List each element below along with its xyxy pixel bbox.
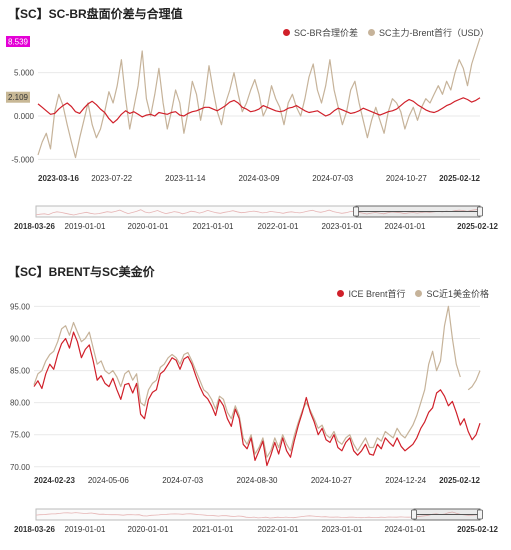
legend-prices: ICE Brent首行 SC近1美金价格 — [337, 287, 489, 300]
navigator-label: 2023-01-01 — [322, 525, 363, 534]
x-tick-label: 2024-08-30 — [237, 476, 278, 485]
chart-title-spread: 【SC】SC-BR盘面价差与合理值 — [8, 7, 183, 21]
navigator-label: 2025-02-12 — [457, 525, 498, 534]
red-last-label: 2.109 — [8, 93, 29, 102]
legend-label-brent: ICE Brent首行 — [348, 289, 406, 299]
series-line — [33, 331, 481, 467]
legend-item-sc-brent[interactable]: SC主力-Brent首行（USD） — [367, 26, 489, 39]
navigator-label: 2018-03-26 — [14, 222, 55, 231]
x-tick-label: 2025-02-12 — [439, 476, 480, 485]
legend-dot-tan — [367, 29, 375, 36]
x-tick-label: 2023-11-14 — [165, 174, 206, 183]
x-tick-label: 2023-07-22 — [91, 174, 132, 183]
navigator-label: 2019-01-01 — [65, 525, 106, 534]
series-line — [37, 97, 481, 124]
navigator-label: 2019-01-01 — [65, 222, 106, 231]
y-tick-label: 75.00 — [10, 431, 31, 440]
navigator-label: 2021-01-01 — [193, 525, 234, 534]
navigator-label: 2024-01-01 — [385, 222, 426, 231]
chart-title-prices: 【SC】BRENT与SC美金价 — [8, 265, 155, 279]
navigator-label: 2020-01-01 — [128, 525, 169, 534]
navigator-line — [35, 208, 481, 216]
navigator-label: 2025-02-12 — [457, 222, 498, 231]
x-tick-label: 2024-03-09 — [239, 174, 280, 183]
chart-plot-spread[interactable]: -5.000 0.000 5.000 2023-03-16 2023-07-22 2023… — [0, 0, 511, 245]
x-tick-label: 2024-07-03 — [312, 174, 353, 183]
y-tick-label: -5.000 — [11, 155, 34, 164]
navigator-handle[interactable] — [477, 509, 483, 520]
y-tick-label: 5.000 — [14, 69, 35, 78]
navigator-label: 2022-01-01 — [258, 525, 299, 534]
x-tick-label: 2024-10-27 — [311, 476, 352, 485]
navigator-handle[interactable] — [353, 206, 359, 217]
last-value-badge — [6, 35, 30, 47]
y-tick-label: 0.000 — [14, 112, 35, 121]
navigator-label: 2024-01-01 — [385, 525, 426, 534]
y-tick-label: 95.00 — [10, 302, 31, 311]
x-tick-label: 2024-10-27 — [386, 174, 427, 183]
navigator-label: 2023-01-01 — [322, 222, 363, 231]
x-tick-label: 2024-02-23 — [34, 476, 75, 485]
legend-item-sc[interactable]: SC近1美金价格 — [415, 287, 489, 300]
legend-item-brent[interactable]: ICE Brent首行 — [337, 287, 405, 300]
x-tick-label: 2025-02-12 — [439, 174, 480, 183]
last-value-label: 8.539 — [8, 37, 29, 46]
y-tick-label: 80.00 — [10, 399, 31, 408]
legend-label-sc-brent: SC主力-Brent首行（USD） — [378, 28, 489, 38]
navigator-handle[interactable] — [411, 509, 417, 520]
navigator-label: 2018-03-26 — [14, 525, 55, 534]
legend-label-sc: SC近1美金价格 — [426, 289, 489, 299]
x-tick-label: 2023-03-16 — [38, 174, 79, 183]
chart-panel-prices: 【SC】BRENT与SC美金价 ICE Brent首行 SC近1美金价格 70.… — [0, 258, 511, 550]
navigator-handle[interactable] — [477, 206, 483, 217]
legend-item-fair-spread[interactable]: SC-BR合理价差 — [282, 26, 358, 39]
navigator-label: 2022-01-01 — [258, 222, 299, 231]
legend-dot-tan — [415, 290, 423, 297]
series-line — [37, 37, 481, 159]
navigator-label: 2021-01-01 — [193, 222, 234, 231]
y-tick-label: 85.00 — [10, 367, 31, 376]
chart-panel-spread: 【SC】SC-BR盘面价差与合理值 SC-BR合理价差 SC主力-Brent首行… — [0, 0, 511, 245]
red-last-badge — [6, 91, 30, 103]
navigator-line — [35, 511, 481, 519]
y-tick-label: 90.00 — [10, 334, 31, 343]
y-tick-label: 70.00 — [10, 463, 31, 472]
x-tick-label: 2024-12-24 — [385, 476, 426, 485]
chart-plot-prices[interactable]: 70.00 75.00 80.00 85.00 90.00 95.00 2024-02-23… — [0, 258, 511, 550]
series-line — [33, 305, 481, 458]
legend-spread: SC-BR合理价差 SC主力-Brent首行（USD） — [282, 26, 489, 39]
legend-dot-red — [282, 29, 290, 36]
navigator-label: 2020-01-01 — [128, 222, 169, 231]
x-tick-label: 2024-07-03 — [162, 476, 203, 485]
legend-dot-red — [337, 290, 345, 297]
x-tick-label: 2024-05-06 — [88, 476, 129, 485]
legend-label-fair-spread: SC-BR合理价差 — [293, 28, 358, 38]
